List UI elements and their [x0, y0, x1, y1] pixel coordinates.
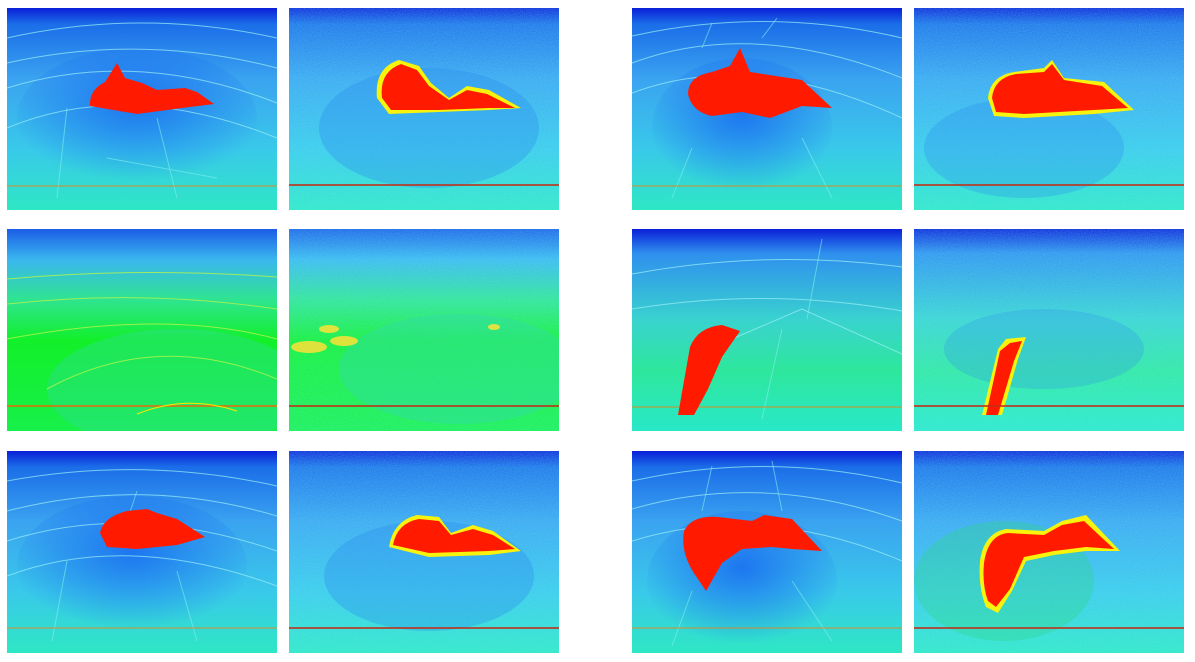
seismic-label-image — [7, 8, 277, 210]
salt-body — [688, 48, 832, 118]
salt-body — [683, 515, 822, 591]
panel-label-r2-c0 — [7, 451, 277, 653]
salt-body — [992, 64, 1128, 114]
seismic-label-image — [632, 8, 902, 210]
seismic-label-image — [7, 229, 277, 431]
seismic-label-image — [632, 229, 902, 431]
panel-label-r1-c2 — [632, 229, 902, 431]
panel-prediction-r0-c3 — [914, 8, 1184, 210]
panel-label-r0-c0 — [7, 8, 277, 210]
panel-prediction-r1-c3 — [914, 229, 1184, 431]
salt-body — [983, 521, 1114, 607]
seismic-label-image — [7, 451, 277, 653]
panel-label-r0-c2 — [632, 8, 902, 210]
seismic-prediction-image — [289, 8, 559, 210]
panel-prediction-r0-c1 — [289, 8, 559, 210]
salt-body — [393, 519, 515, 553]
panel-label-r2-c2 — [632, 451, 902, 653]
panel-prediction-r2-c1 — [289, 451, 559, 653]
seismic-prediction-image — [289, 229, 559, 431]
seismic-label-image — [632, 451, 902, 653]
salt-body — [678, 325, 740, 415]
seismic-prediction-image — [289, 451, 559, 653]
panel-label-r1-c0 — [7, 229, 277, 431]
seismic-prediction-image — [914, 451, 1184, 653]
salt-body — [89, 63, 214, 114]
panel-prediction-r2-c3 — [914, 451, 1184, 653]
panel-prediction-r1-c1 — [289, 229, 559, 431]
salt-body — [381, 64, 515, 110]
salt-body — [986, 341, 1022, 415]
salt-body — [100, 509, 205, 549]
seismic-prediction-image — [914, 8, 1184, 210]
seismic-prediction-image — [914, 229, 1184, 431]
